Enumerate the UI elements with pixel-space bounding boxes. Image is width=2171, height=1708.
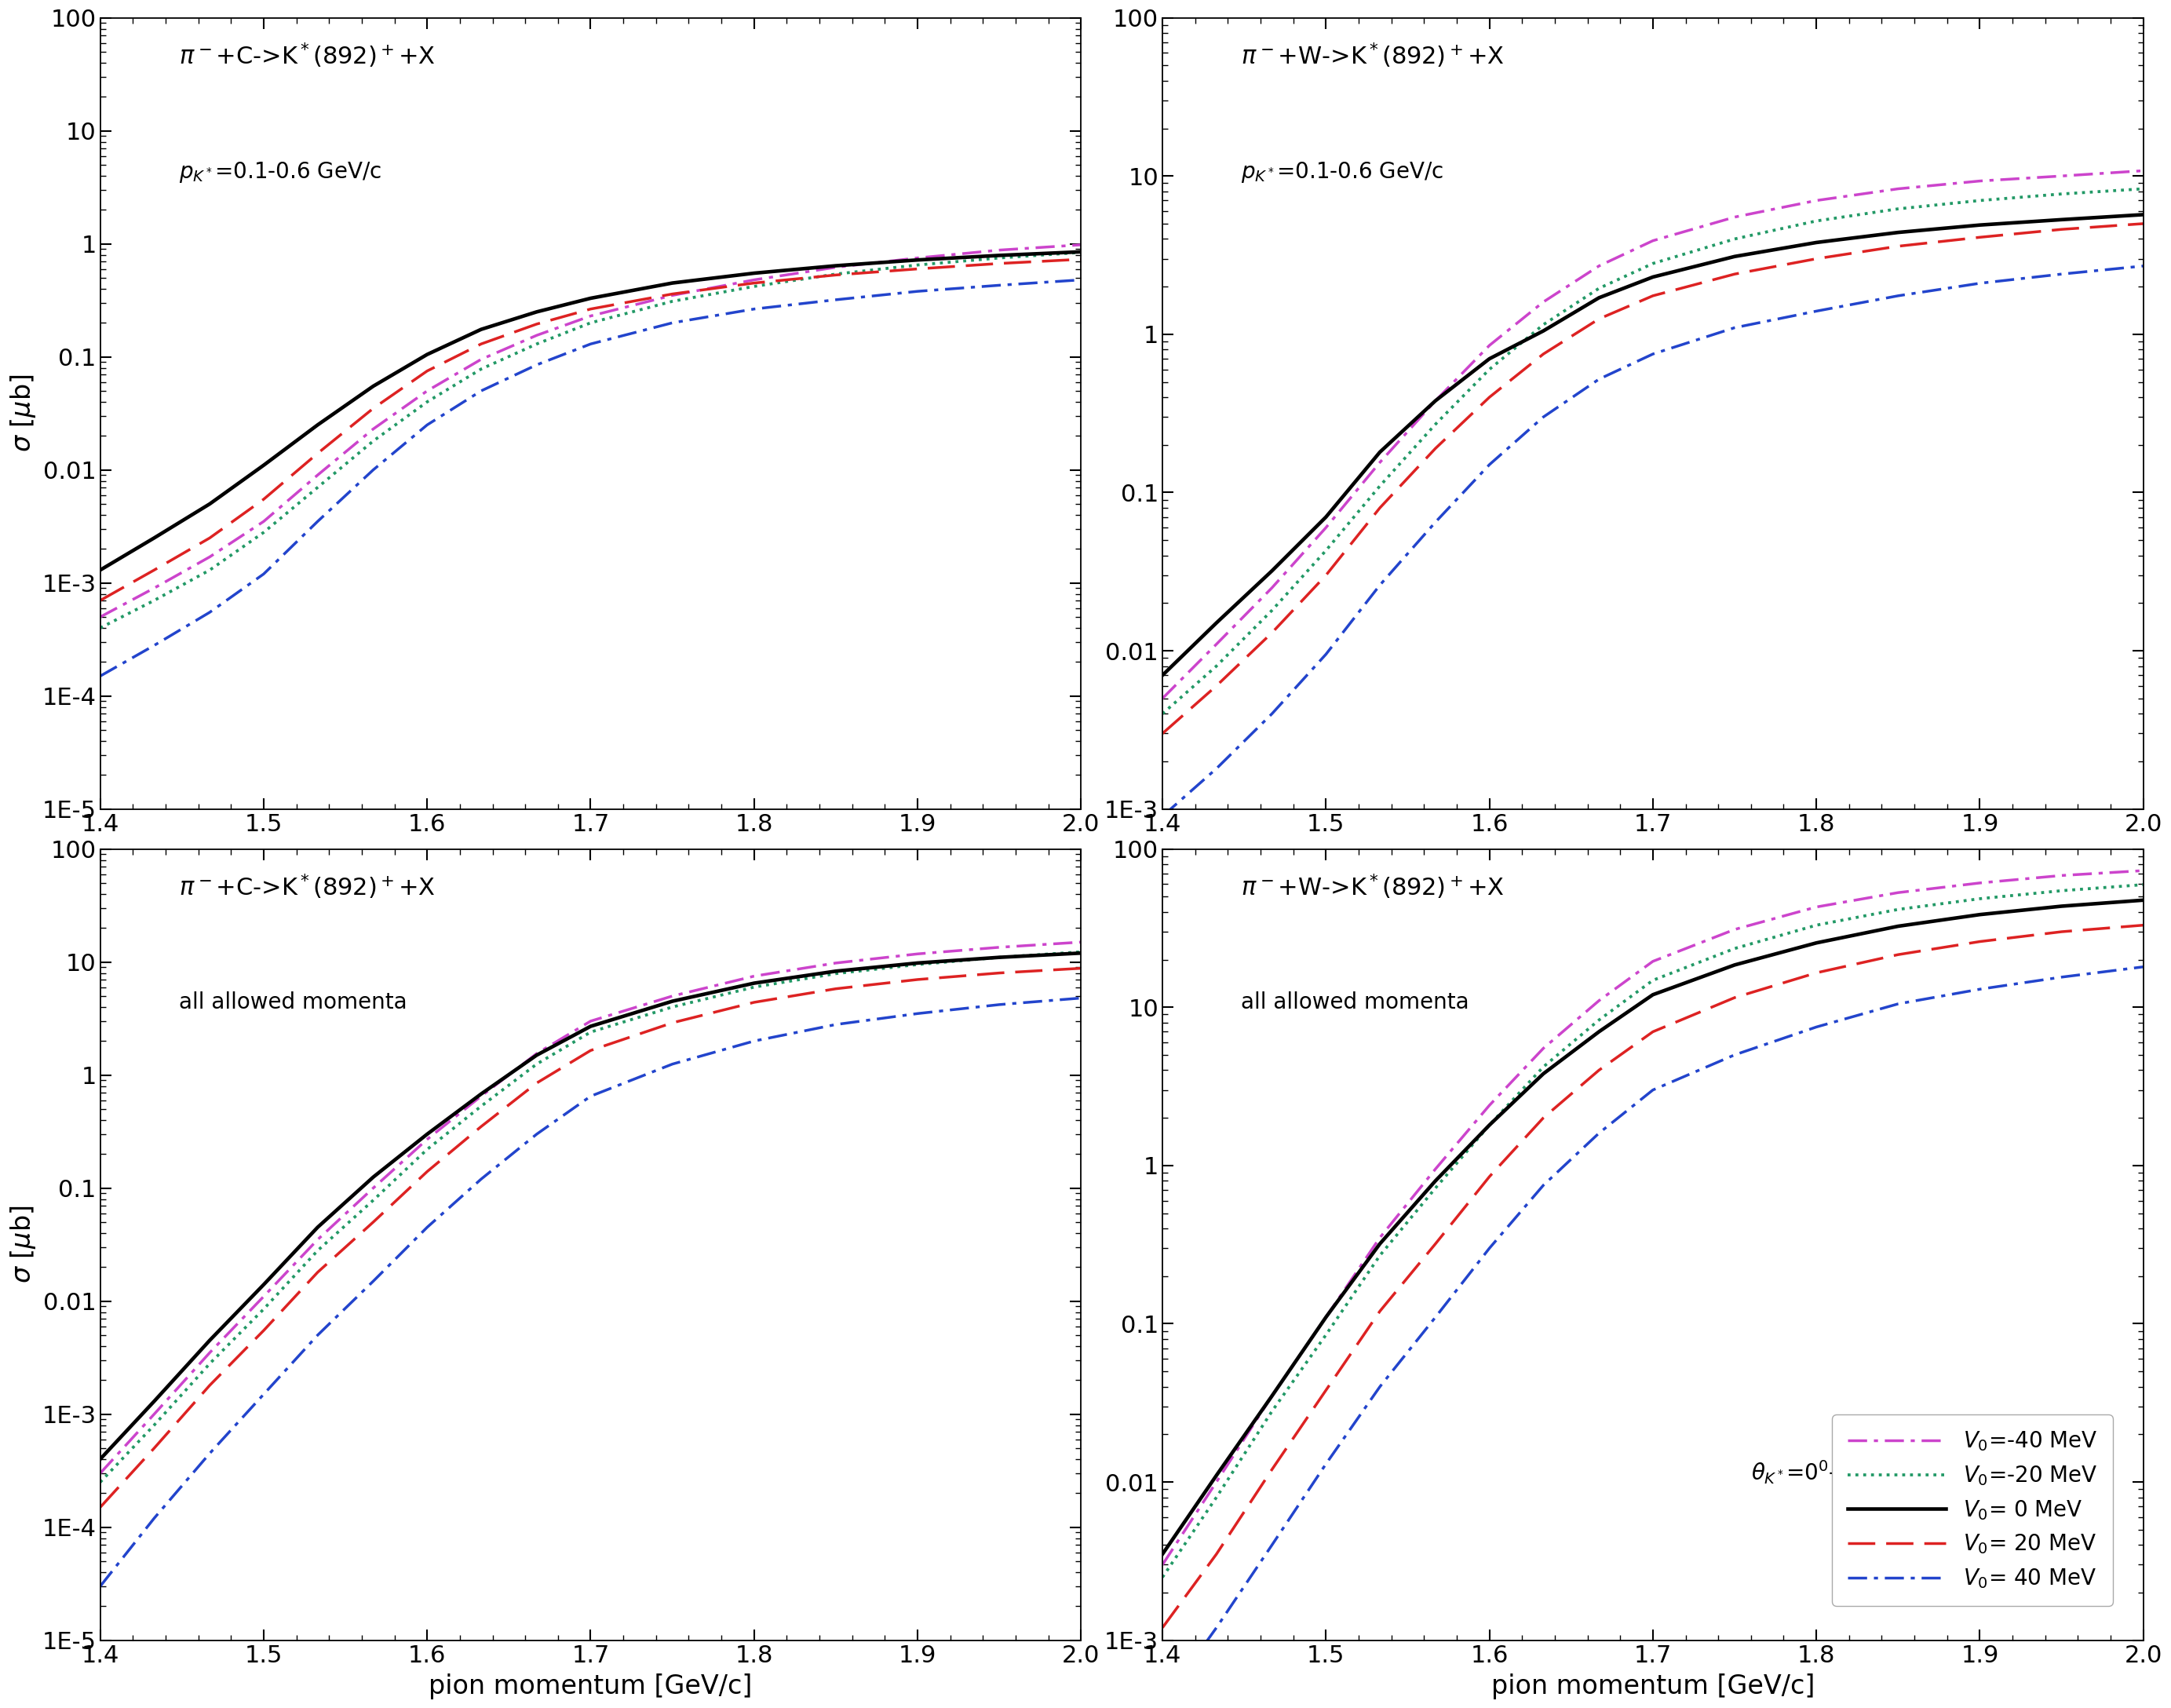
Text: $p_{K^*}$=0.1-0.6 GeV/c: $p_{K^*}$=0.1-0.6 GeV/c <box>178 161 382 184</box>
Text: $\pi^-$+C->K$^*$(892)$^+$+X: $\pi^-$+C->K$^*$(892)$^+$+X <box>178 873 434 902</box>
Text: $p_{K^*}$=0.1-0.6 GeV/c: $p_{K^*}$=0.1-0.6 GeV/c <box>1242 161 1444 184</box>
Text: $\pi^-$+C->K$^*$(892)$^+$+X: $\pi^-$+C->K$^*$(892)$^+$+X <box>178 41 434 70</box>
Legend: $V_0$=-40 MeV, $V_0$=-20 MeV, $V_0$= 0 MeV, $V_0$= 20 MeV, $V_0$= 40 MeV: $V_0$=-40 MeV, $V_0$=-20 MeV, $V_0$= 0 M… <box>1832 1414 2112 1606</box>
Text: all allowed momenta: all allowed momenta <box>1242 991 1470 1013</box>
Text: $\pi^-$+W->K$^*$(892)$^+$+X: $\pi^-$+W->K$^*$(892)$^+$+X <box>1242 873 1505 902</box>
Y-axis label: $\sigma$ [$\mu$b]: $\sigma$ [$\mu$b] <box>9 1206 37 1284</box>
Text: $\pi^-$+W->K$^*$(892)$^+$+X: $\pi^-$+W->K$^*$(892)$^+$+X <box>1242 41 1505 70</box>
Text: $\theta_{K^*}$=0$^0$-45$^0$: $\theta_{K^*}$=0$^0$-45$^0$ <box>1752 1459 1874 1486</box>
X-axis label: pion momentum [GeV/c]: pion momentum [GeV/c] <box>1491 1674 1815 1699</box>
X-axis label: pion momentum [GeV/c]: pion momentum [GeV/c] <box>430 1674 753 1699</box>
Y-axis label: $\sigma$ [$\mu$b]: $\sigma$ [$\mu$b] <box>9 374 37 453</box>
Text: all allowed momenta: all allowed momenta <box>178 991 406 1013</box>
